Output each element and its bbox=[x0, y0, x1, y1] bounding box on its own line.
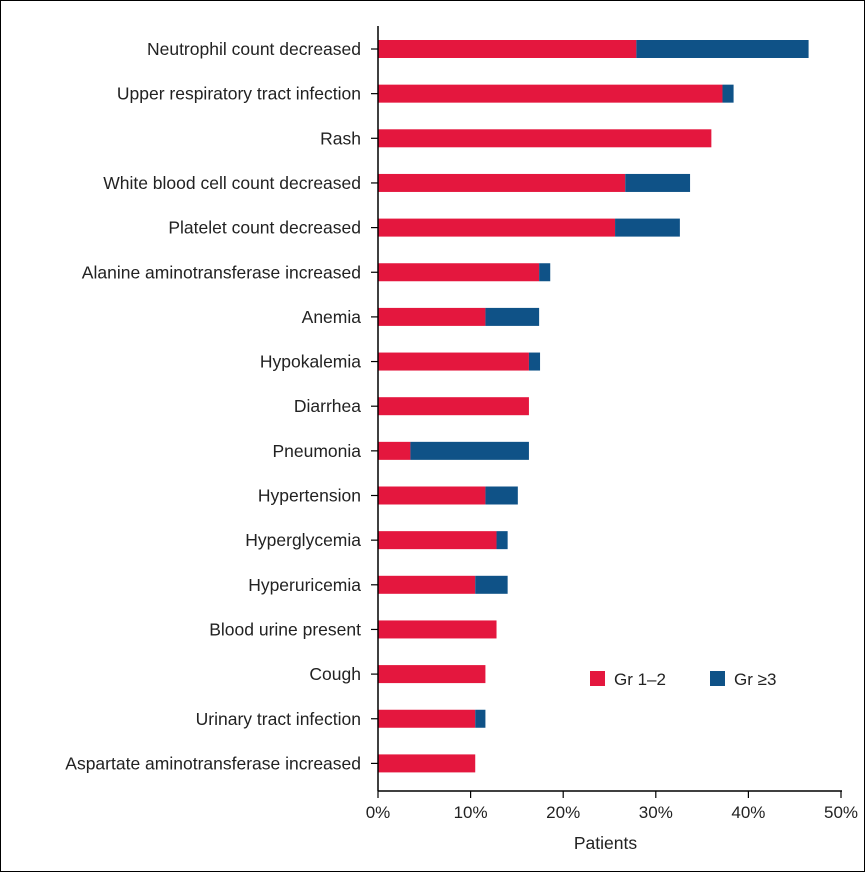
category-labels: Neutrophil count decreased Upper respirat… bbox=[65, 39, 361, 773]
category-label: Platelet count decreased bbox=[168, 218, 361, 238]
bar-segment bbox=[528, 352, 541, 371]
category-label: White blood cell count decreased bbox=[103, 173, 361, 193]
category-label: Pneumonia bbox=[272, 441, 361, 461]
x-tick-label: 20% bbox=[546, 803, 580, 822]
x-tick-label: 50% bbox=[824, 803, 858, 822]
bar-segment bbox=[378, 352, 529, 371]
bar-segment bbox=[378, 218, 616, 237]
bar-segment bbox=[378, 620, 497, 639]
bar-segment bbox=[378, 531, 497, 550]
bar-segment bbox=[475, 575, 508, 594]
legend-label: Gr ≥3 bbox=[734, 670, 776, 689]
category-label: Diarrhea bbox=[294, 396, 361, 416]
bar-segment bbox=[496, 531, 508, 550]
bar-segment bbox=[378, 307, 486, 326]
x-tick-label: 10% bbox=[454, 803, 488, 822]
category-label: Urinary tract infection bbox=[196, 709, 361, 729]
category-label: Hypokalemia bbox=[260, 352, 361, 372]
category-label: Hyperglycemia bbox=[245, 530, 361, 550]
bars-group bbox=[378, 40, 809, 773]
category-label: Upper respiratory tract infection bbox=[117, 84, 361, 104]
bar-segment bbox=[539, 263, 551, 282]
x-ticks: 0% 10% 20% 30% 40% 50% bbox=[366, 791, 858, 822]
axes-group bbox=[371, 26, 842, 792]
bar-segment bbox=[625, 173, 691, 192]
bar-segment bbox=[485, 307, 540, 326]
category-label: Aspartate aminotransferase increased bbox=[65, 753, 361, 773]
bar-segment bbox=[378, 397, 529, 416]
category-label: Neutrophil count decreased bbox=[147, 39, 361, 59]
x-tick-label: 30% bbox=[639, 803, 673, 822]
bar-segment bbox=[378, 709, 476, 728]
legend: Gr 1–2 Gr ≥3 bbox=[590, 670, 776, 689]
x-axis-title: Patients bbox=[574, 833, 637, 853]
bar-segment bbox=[378, 84, 723, 103]
legend-swatch bbox=[590, 671, 605, 686]
x-tick-label: 40% bbox=[731, 803, 765, 822]
category-label: Alanine aminotransferase increased bbox=[82, 262, 361, 282]
legend-label: Gr 1–2 bbox=[614, 670, 666, 689]
bar-segment bbox=[378, 40, 637, 58]
bar-segment bbox=[378, 441, 411, 460]
category-label: Hyperuricemia bbox=[248, 575, 361, 595]
bar-segment bbox=[636, 40, 809, 58]
x-tick-label: 0% bbox=[366, 803, 391, 822]
bar-segment bbox=[410, 441, 529, 460]
bar-segment bbox=[378, 486, 486, 505]
category-label: Hypertension bbox=[258, 486, 361, 506]
legend-swatch bbox=[710, 671, 725, 686]
bar-segment bbox=[378, 263, 540, 282]
bar-segment bbox=[378, 575, 476, 594]
bar-segment bbox=[378, 129, 712, 148]
bar-segment bbox=[615, 218, 680, 237]
bar-segment bbox=[378, 754, 476, 773]
category-label: Anemia bbox=[302, 307, 362, 327]
bar-segment bbox=[378, 665, 486, 684]
bar-segment bbox=[485, 486, 518, 505]
category-label: Rash bbox=[320, 128, 361, 148]
bar-segment bbox=[378, 173, 626, 192]
bar-segment bbox=[722, 84, 734, 103]
category-label: Cough bbox=[309, 664, 361, 684]
bar-segment bbox=[475, 709, 486, 728]
category-label: Blood urine present bbox=[209, 619, 361, 639]
